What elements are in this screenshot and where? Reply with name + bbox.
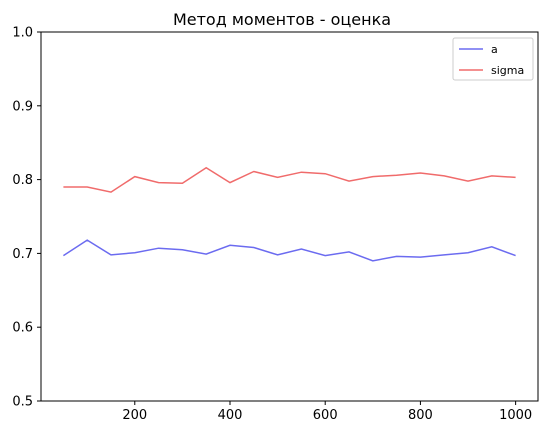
x-tick-label: 200 [122,408,147,423]
y-tick-label: 0.7 [12,247,33,262]
y-tick-label: 0.8 [12,173,33,188]
plot-area: 200 400 600 800 1000 0.5 0.6 0.7 0.8 0.9 1.0 a sigma [12,26,539,423]
legend-label-a: a [491,43,498,56]
legend-label-sigma: sigma [491,64,524,77]
x-tick-label: 800 [408,408,433,423]
x-tick-label: 400 [218,408,243,423]
chart-title: Метод моментов - оценка [173,10,391,29]
y-tick-label: 1.0 [12,26,33,41]
series-line-sigma [63,166,516,193]
y-tick-label: 0.5 [12,395,33,410]
y-tick-label: 0.6 [12,321,33,336]
x-tick-label: 600 [313,408,338,423]
axes-frame [40,31,539,402]
series-line-a [62,239,516,262]
x-tick-label: 1000 [499,408,532,423]
y-tick-label: 0.9 [12,99,33,114]
